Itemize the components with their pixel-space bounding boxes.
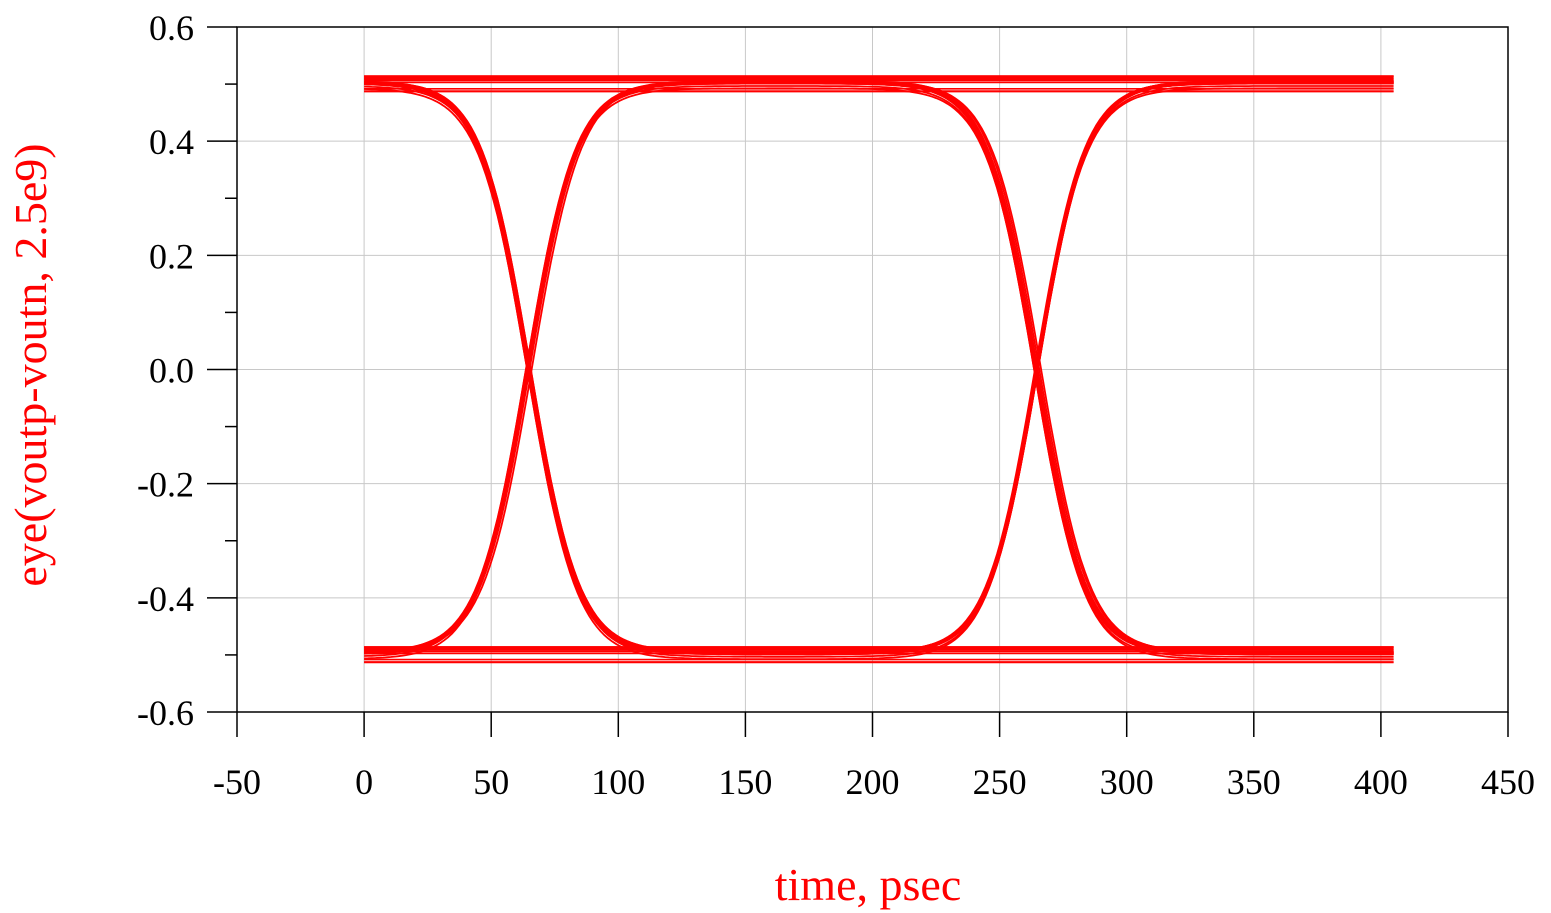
eye-trace-transition — [364, 82, 1394, 655]
x-tick-label: 300 — [1100, 762, 1154, 802]
x-tick-label: 0 — [355, 762, 373, 802]
y-tick-label: -0.4 — [137, 579, 194, 619]
x-tick-label: 350 — [1227, 762, 1281, 802]
x-tick-label: 200 — [846, 762, 900, 802]
y-tick-label: 0.0 — [149, 351, 194, 391]
x-axis-label: time, psec — [775, 859, 962, 910]
y-tick-label: -0.2 — [137, 465, 194, 505]
eye-trace-transition — [364, 85, 1394, 658]
x-tick-labels: -50 0 50 100 150 200 250 300 350 400 450 — [213, 762, 1535, 802]
eye-trace-transition — [364, 82, 1394, 656]
eye-trace-transition — [364, 80, 1394, 654]
x-tick-label: -50 — [213, 762, 261, 802]
x-tick-label: 100 — [591, 762, 645, 802]
axis-ticks — [207, 26, 1509, 737]
x-tick-label: 400 — [1354, 762, 1408, 802]
eye-trace-transition — [364, 81, 1394, 654]
eye-trace-transition — [364, 80, 1394, 654]
eye-trace-transition — [364, 82, 1394, 656]
y-axis-label: eye(voutp-voutn, 2.5e9) — [5, 143, 56, 586]
eye-trace-transition — [364, 87, 1394, 660]
eye-trace-transition — [364, 81, 1394, 654]
eye-trace-transition — [364, 82, 1394, 656]
eye-trace-transition — [364, 85, 1394, 658]
eye-trace-transition — [364, 87, 1394, 661]
y-tick-label: 0.6 — [149, 8, 194, 48]
eye-trace-transition — [364, 80, 1394, 654]
y-tick-labels: 0.6 0.4 0.2 0.0 -0.2 -0.4 -0.6 — [137, 8, 194, 733]
eye-trace-transition — [364, 80, 1394, 653]
x-tick-label: 50 — [473, 762, 509, 802]
y-tick-label: 0.4 — [149, 122, 194, 162]
eye-trace-transition — [364, 80, 1394, 653]
eye-trace-transition — [364, 81, 1394, 655]
grid-lines — [236, 26, 1509, 713]
eye-trace-transition — [364, 82, 1394, 655]
y-tick-label: -0.6 — [137, 693, 194, 733]
eye-trace-transition — [364, 80, 1394, 653]
x-tick-label: 150 — [718, 762, 772, 802]
eye-traces — [364, 75, 1394, 664]
x-tick-label: 450 — [1481, 762, 1535, 802]
eye-trace-transition — [364, 80, 1394, 653]
eye-trace-transition — [364, 80, 1394, 654]
x-tick-label: 250 — [973, 762, 1027, 802]
y-tick-label: 0.2 — [149, 236, 194, 276]
eye-trace-transition — [364, 82, 1394, 656]
eye-trace-transition — [364, 81, 1394, 655]
